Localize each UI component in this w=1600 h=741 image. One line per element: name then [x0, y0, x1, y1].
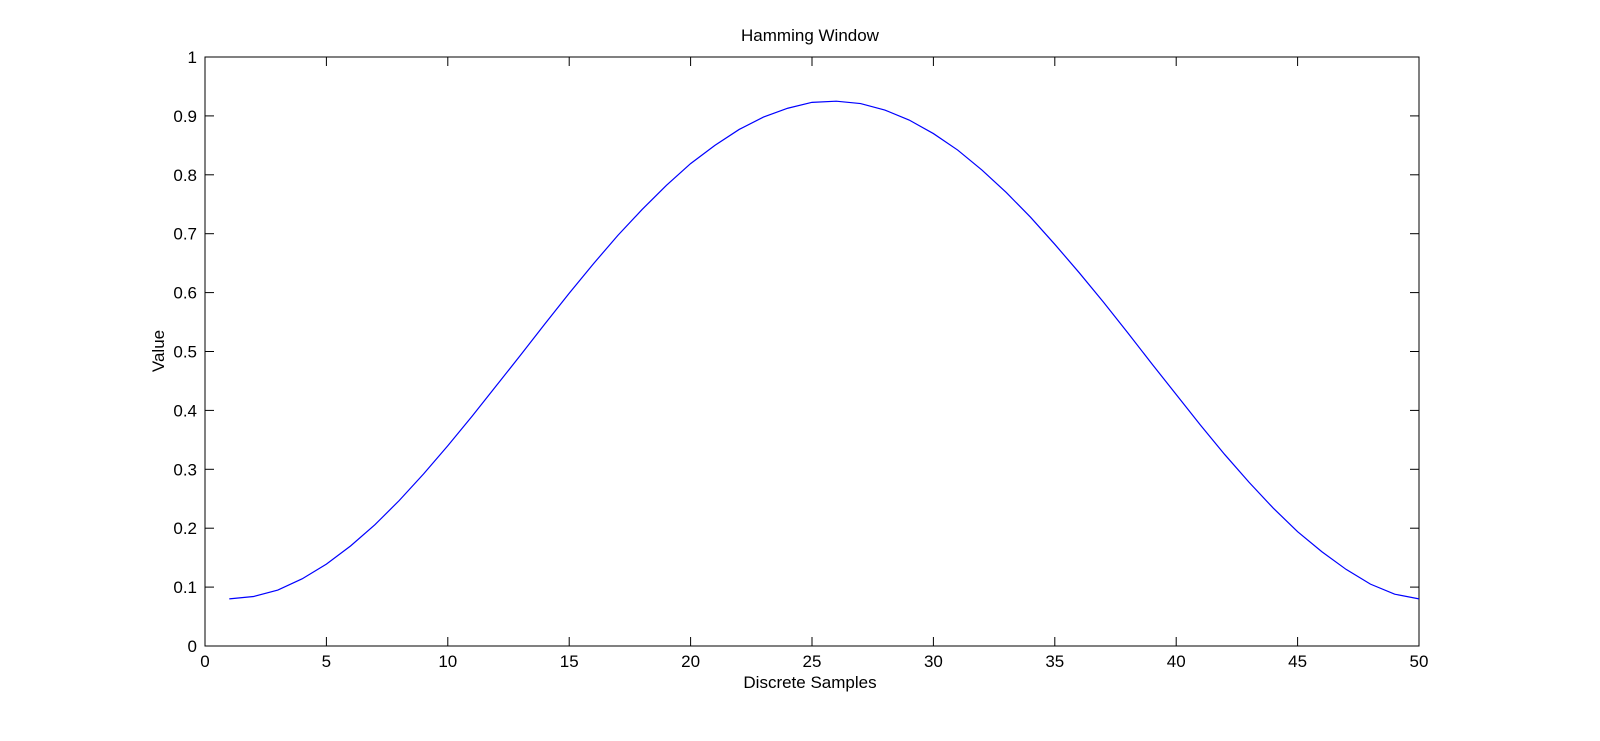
x-tick-label: 50: [1410, 652, 1429, 671]
y-axis-ticks: 0 0.1 0.2 0.3 0.4 0.5 0.6 0.7 0.8 0.9 1: [173, 48, 1419, 656]
series-layer: [229, 100, 1420, 600]
x-tick-label: 5: [322, 652, 331, 671]
y-tick-label: 0.4: [173, 401, 197, 420]
x-tick-label: 30: [924, 652, 943, 671]
y-axis-label: Value: [149, 330, 168, 372]
x-tick-label: 0: [200, 652, 209, 671]
hamming-window-line: [229, 100, 1420, 600]
y-tick-label: 1: [188, 48, 197, 67]
y-tick-label: 0.6: [173, 284, 197, 303]
y-tick-label: 0.2: [173, 519, 197, 538]
plot-frame: [204, 56, 1420, 647]
x-tick-label: 40: [1167, 652, 1186, 671]
y-tick-label: 0.7: [173, 225, 197, 244]
x-axis-ticks: 0 5 10 15 20 25 30 35 40 45 50: [200, 57, 1428, 671]
y-tick-label: 0: [188, 637, 197, 656]
y-tick-label: 0.9: [173, 107, 197, 126]
x-tick-label: 25: [803, 652, 822, 671]
x-tick-label: 35: [1045, 652, 1064, 671]
y-tick-label: 0.8: [173, 166, 197, 185]
x-tick-label: 15: [560, 652, 579, 671]
y-tick-label: 0.1: [173, 578, 197, 597]
x-tick-label: 10: [438, 652, 457, 671]
y-tick-label: 0.3: [173, 460, 197, 479]
chart-title: Hamming Window: [741, 26, 880, 45]
x-axis-label: Discrete Samples: [743, 673, 876, 692]
y-tick-label: 0.5: [173, 343, 197, 362]
x-tick-label: 20: [681, 652, 700, 671]
x-tick-label: 45: [1288, 652, 1307, 671]
